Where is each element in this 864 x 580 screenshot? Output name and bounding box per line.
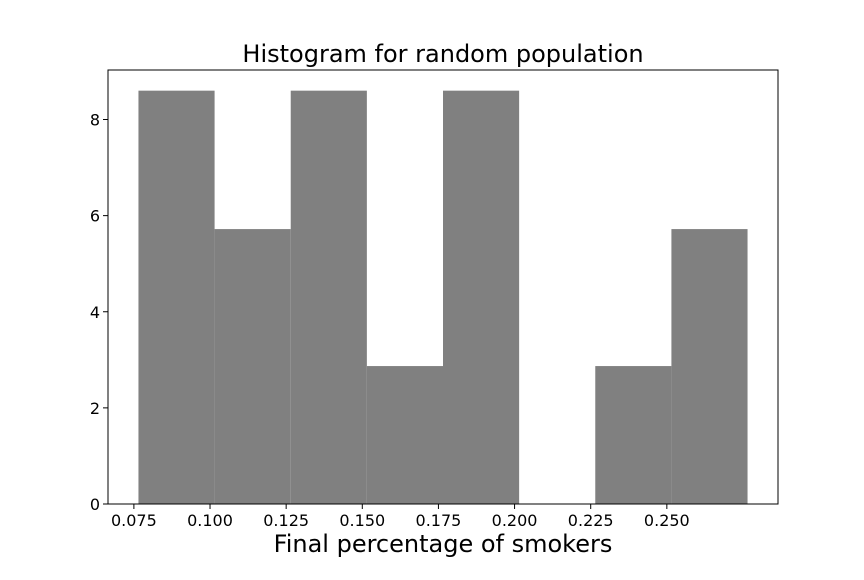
x-axis-label: Final percentage of smokers	[274, 530, 613, 558]
bars-layer	[138, 90, 748, 505]
histogram-bar	[290, 90, 367, 505]
histogram-bar	[671, 229, 748, 504]
y-tick-label: 2	[90, 399, 100, 418]
x-tick-label: 0.125	[263, 511, 309, 530]
histogram-bar	[138, 90, 215, 505]
y-axis: 0 2 4 6 8	[90, 111, 108, 514]
y-tick-label: 4	[90, 303, 100, 322]
y-tick-label: 8	[90, 111, 100, 130]
histogram-bar	[595, 366, 672, 504]
x-axis: 0.075 0.100 0.125 0.150 0.175 0.200 0.225 0.250	[111, 504, 690, 530]
plot-frame	[107, 69, 779, 505]
x-tick-label: 0.200	[492, 511, 538, 530]
y-tick-label: 0	[90, 495, 100, 514]
x-tick-label: 0.150	[339, 511, 385, 530]
histogram-bar	[366, 366, 443, 504]
x-tick-label: 0.175	[416, 511, 462, 530]
y-tick-label: 6	[90, 207, 100, 226]
histogram-bar	[214, 229, 291, 504]
x-tick-label: 0.250	[644, 511, 690, 530]
x-tick-label: 0.100	[187, 511, 233, 530]
x-tick-label: 0.225	[568, 511, 614, 530]
histogram-bar	[443, 90, 520, 505]
x-tick-label: 0.075	[111, 511, 157, 530]
chart-title: Histogram for random population	[242, 40, 643, 68]
